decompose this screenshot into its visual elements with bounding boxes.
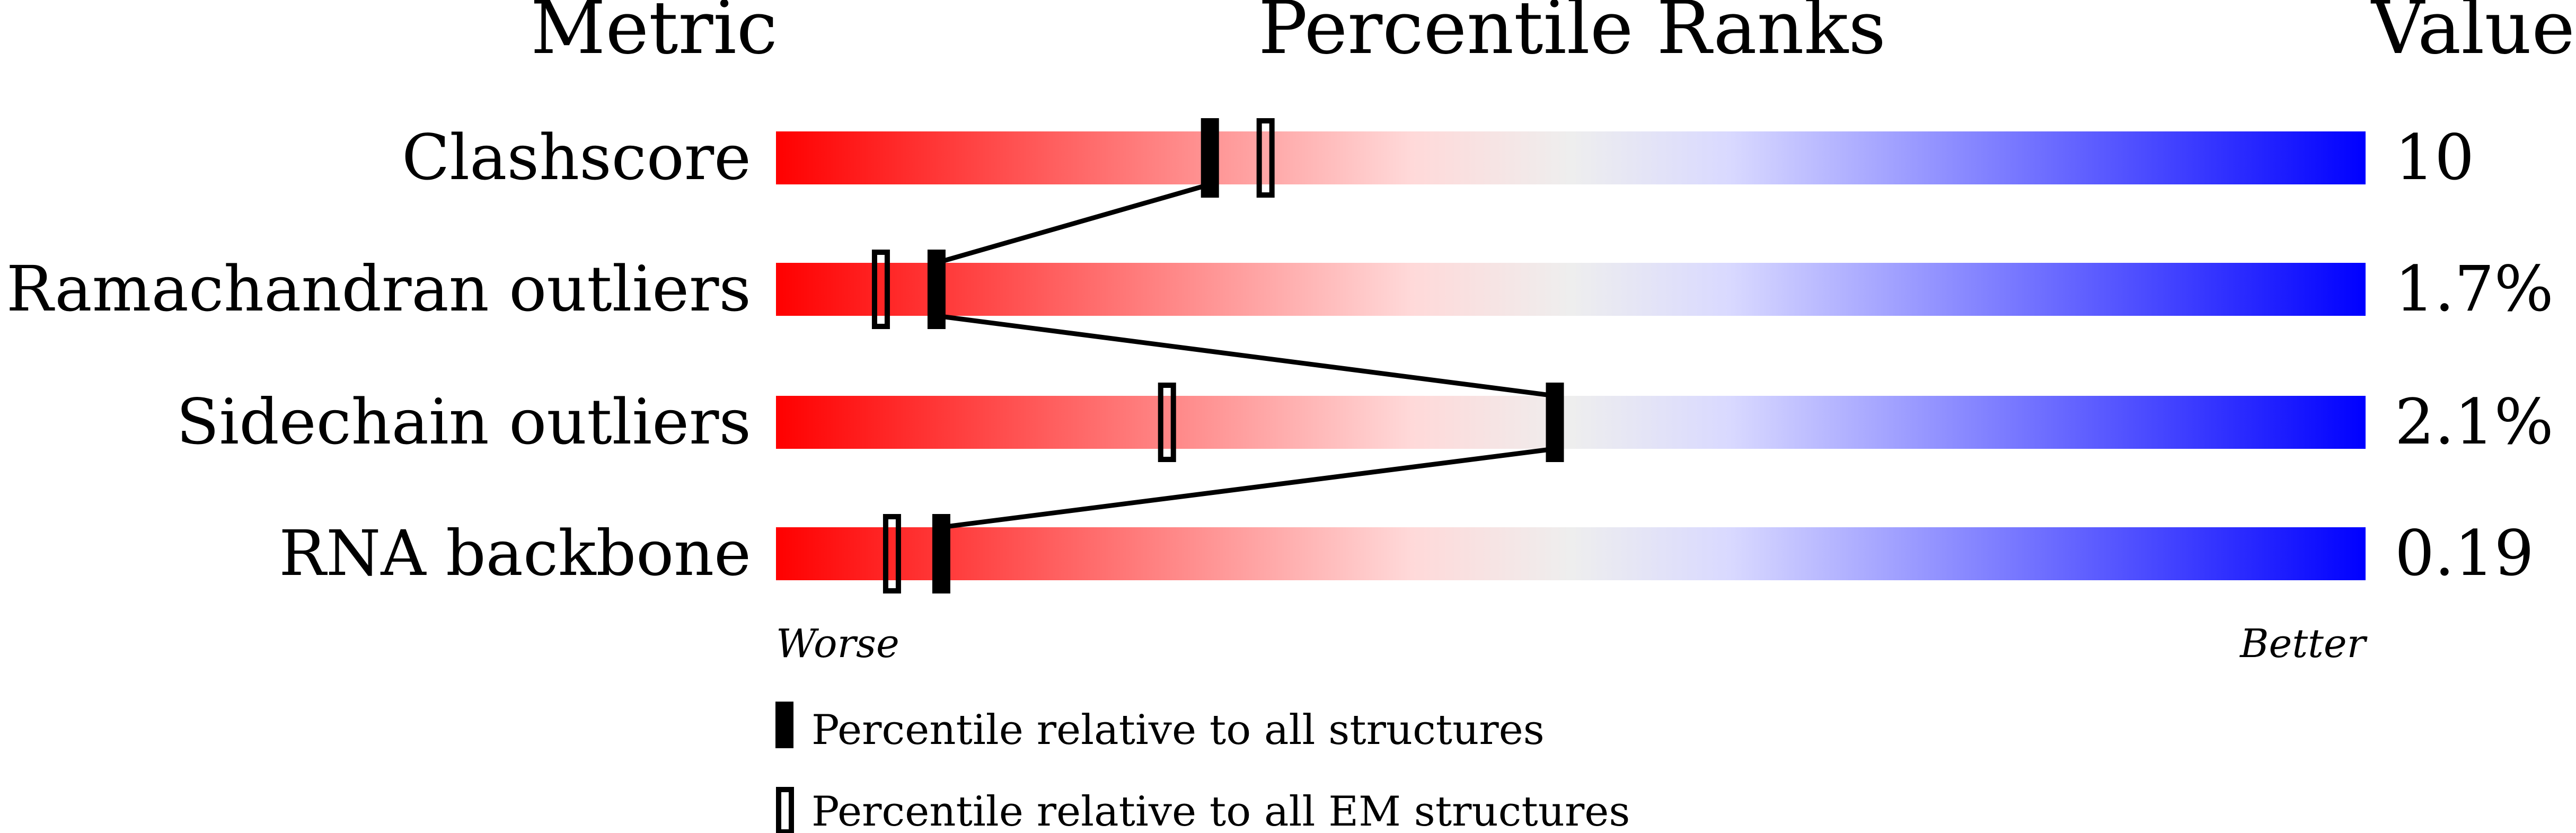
connector-lines [936, 182, 1556, 530]
marker-em-sidechain-outliers [1158, 383, 1176, 462]
percentile-bar-clashscore [776, 131, 2366, 184]
connector-line [936, 313, 1556, 398]
connector-line [936, 182, 1211, 265]
rows: Clashscore 10 Ramachandran outliers 1.7% Sid… [6, 121, 2554, 590]
percentile-bar-sidechain-outliers [776, 396, 2366, 449]
value-rna-backbone: 0.19 [2395, 517, 2534, 590]
value-clashscore: 10 [2395, 121, 2474, 194]
header-value: Value [2370, 0, 2575, 70]
value-ramachandran-outliers: 1.7% [2395, 252, 2554, 325]
header-metric: Metric [531, 0, 778, 70]
percentile-bar-rna-backbone [776, 527, 2366, 580]
legend-label-em: Percentile relative to all EM structures [811, 788, 1630, 833]
markers [871, 118, 1564, 593]
marker-em-ramachandran-outliers [871, 250, 890, 329]
legend-label-all: Percentile relative to all structures [811, 706, 1545, 754]
percentile-bar-ramachandran-outliers [776, 263, 2366, 316]
marker-all-rna-backbone [932, 514, 950, 593]
header-percentile-ranks: Percentile Ranks [1258, 0, 1886, 70]
metric-label-sidechain-outliers: Sidechain outliers [177, 385, 751, 458]
marker-all-sidechain-outliers [1546, 383, 1564, 462]
metric-label-clashscore: Clashscore [402, 121, 751, 194]
marker-all-ramachandran-outliers [927, 250, 946, 329]
axis-label-worse: Worse [776, 621, 899, 667]
connector-line [941, 446, 1556, 530]
axis-label-better: Better [2239, 621, 2368, 667]
marker-all-clashscore [1201, 118, 1219, 198]
legend-open-marker [776, 787, 794, 833]
legend-filled-marker [775, 702, 793, 748]
marker-em-clashscore [1256, 118, 1275, 198]
metric-label-rna-backbone: RNA backbone [279, 517, 751, 590]
marker-em-rna-backbone [883, 514, 901, 593]
value-sidechain-outliers: 2.1% [2395, 385, 2554, 458]
metric-label-ramachandran-outliers: Ramachandran outliers [6, 252, 751, 325]
